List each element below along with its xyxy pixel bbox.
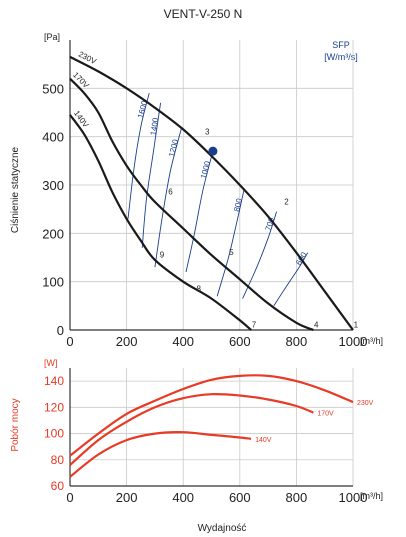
pressure-x-tick-label: 400 bbox=[172, 334, 194, 349]
flow-unit-label-bottom: [m³/h] bbox=[360, 491, 383, 501]
sfp-line-600 bbox=[273, 252, 309, 307]
pressure-curve-230V bbox=[69, 55, 354, 331]
power-axis-title: Pobór mocy bbox=[10, 398, 21, 451]
point-label-8: 8 bbox=[197, 284, 202, 293]
power-x-tick-label: 0 bbox=[66, 490, 73, 505]
point-label-6: 6 bbox=[168, 188, 173, 197]
power-x-tick-label: 200 bbox=[116, 490, 138, 505]
point-label-9: 9 bbox=[160, 251, 165, 260]
power-curve-230V bbox=[69, 374, 354, 457]
point-label-7: 7 bbox=[252, 321, 257, 330]
sfp-label-700: 700 bbox=[264, 216, 277, 232]
pressure-x-tick-label: 1000 bbox=[339, 334, 368, 349]
power-curve-label-170V: 170V bbox=[317, 411, 334, 418]
power-y-tick-label: 60 bbox=[51, 479, 65, 493]
pressure-x-tick-label: 0 bbox=[66, 334, 73, 349]
point-label-1: 1 bbox=[354, 321, 359, 330]
power-x-tick-label: 1000 bbox=[339, 490, 368, 505]
sfp-line-800 bbox=[216, 189, 245, 297]
sfp-line-1000 bbox=[185, 151, 214, 273]
pressure-x-tick-label: 600 bbox=[229, 334, 251, 349]
pressure-y-tick-label: 400 bbox=[42, 130, 64, 145]
power-curve-140V bbox=[69, 431, 252, 478]
point-label-4: 4 bbox=[314, 321, 319, 330]
power-y-tick-label: 100 bbox=[44, 427, 64, 441]
pressure-curve-140V bbox=[69, 114, 252, 331]
chart-title: VENT-V-250 N bbox=[164, 7, 243, 21]
sfp-line-1400 bbox=[141, 102, 162, 248]
point-label-3: 3 bbox=[205, 127, 210, 136]
power-curve-label-230V: 230V bbox=[357, 400, 374, 407]
power-x-tick-label: 800 bbox=[286, 490, 308, 505]
pressure-plot: 0 100 200 300 400 500 0 200 400 600 800 1000 1600140… bbox=[42, 40, 367, 349]
pressure-curve-170V bbox=[69, 77, 314, 332]
sfp-header: SFP bbox=[332, 40, 350, 50]
sfp-line-1600 bbox=[127, 93, 150, 219]
pressure-y-tick-label: 100 bbox=[42, 275, 64, 290]
pressure-y-tick-label: 200 bbox=[42, 226, 64, 241]
pressure-y-tick-label: 500 bbox=[42, 81, 64, 96]
sfp-label-800: 800 bbox=[232, 197, 244, 213]
power-curve-label-140V: 140V bbox=[255, 437, 272, 444]
flow-unit-label-top: [m³/h] bbox=[360, 336, 383, 346]
point-label-5: 5 bbox=[229, 248, 234, 257]
pressure-curve-label-170V: 170V bbox=[71, 70, 91, 90]
power-x-tick-label: 600 bbox=[229, 490, 251, 505]
flow-axis-title: Wydajność bbox=[198, 523, 247, 534]
pressure-curve-label-230V: 230V bbox=[77, 50, 98, 67]
power-y-tick-label: 140 bbox=[44, 374, 64, 388]
pressure-y-tick-label: 300 bbox=[42, 178, 64, 193]
power-y-tick-label: 80 bbox=[51, 453, 65, 467]
sfp-line-1200 bbox=[154, 126, 183, 268]
power-unit-label: [W] bbox=[44, 358, 58, 368]
power-curve-170V bbox=[69, 393, 314, 466]
sfp-label-1600: 1600 bbox=[136, 99, 149, 119]
pressure-x-tick-label: 200 bbox=[116, 334, 138, 349]
point-label-2: 2 bbox=[284, 197, 289, 206]
power-y-tick-label: 120 bbox=[44, 400, 64, 414]
pressure-y-tick-label: 0 bbox=[57, 323, 64, 338]
power-plot: 60 80 100 120 140 0 200 400 600 800 1000 230V 170V 14… bbox=[44, 368, 374, 505]
operating-point-marker bbox=[208, 146, 218, 156]
sfp-unit: [W/m³/s] bbox=[324, 52, 358, 62]
pressure-axis-title: Ciśnienie statyczne bbox=[10, 146, 21, 233]
sfp-label-1200: 1200 bbox=[167, 138, 180, 158]
power-x-tick-label: 400 bbox=[172, 490, 194, 505]
sfp-label-1000: 1000 bbox=[199, 160, 212, 180]
sfp-label-1400: 1400 bbox=[149, 117, 161, 136]
pressure-unit-label: [Pa] bbox=[44, 32, 60, 42]
pressure-x-tick-label: 800 bbox=[286, 334, 308, 349]
